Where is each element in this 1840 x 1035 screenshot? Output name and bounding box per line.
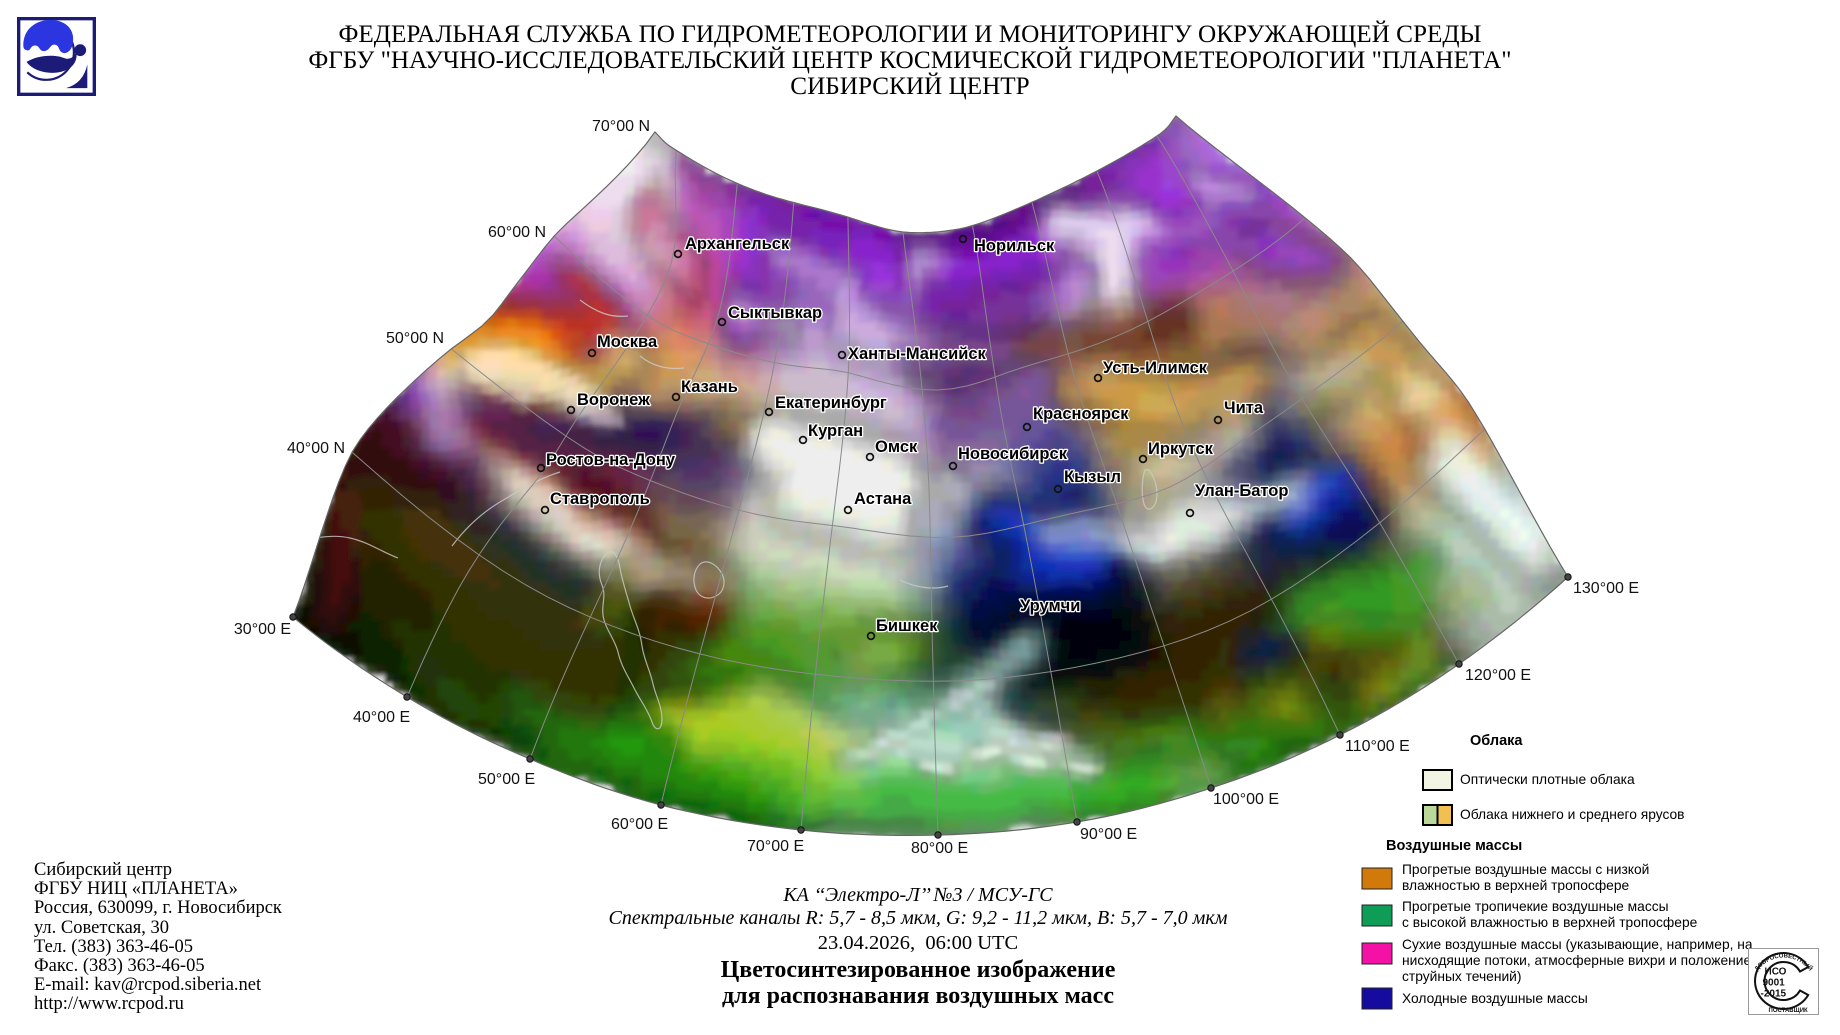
svg-text:Прогретые воздушные массы с ни: Прогретые воздушные массы с низкой [1402,862,1649,877]
svg-text:Казань: Казань [681,378,738,396]
svg-text:30°00 E: 30°00 E [234,621,291,638]
svg-text:Кызыл: Кызыл [1064,468,1121,486]
svg-text:60°00 E: 60°00 E [611,816,668,833]
svg-text:80°00 E: 80°00 E [911,840,968,857]
svg-text:40°00 N: 40°00 N [287,440,345,457]
svg-text:70°00 N: 70°00 N [592,118,650,135]
svg-text:ИСО: ИСО [1765,967,1787,978]
svg-text:с высокой влажностью в верхней: с высокой влажностью в верхней тропосфер… [1402,915,1698,930]
svg-text:Москва: Москва [597,333,658,351]
svg-text:9001: 9001 [1763,978,1786,989]
svg-text:100°00 E: 100°00 E [1213,791,1279,808]
svg-text:нисходящие потоки, атмосферные: нисходящие потоки, атмосферные вихри и п… [1402,953,1751,968]
svg-text:Екатеринбург: Екатеринбург [775,394,887,412]
svg-text:120°00 E: 120°00 E [1465,667,1531,684]
svg-text:130°00 E: 130°00 E [1573,580,1639,597]
svg-text:40°00 E: 40°00 E [353,709,410,726]
svg-text:Чита: Чита [1224,399,1264,417]
svg-text:90°00 E: 90°00 E [1080,826,1137,843]
svg-text:Архангельск: Архангельск [685,235,790,253]
svg-text:влажностью в верхней тропосфер: влажностью в верхней тропосфере [1402,878,1630,893]
svg-text:Норильск: Норильск [974,237,1055,255]
svg-text:Курган: Курган [808,422,863,440]
svg-text:струйных течений): струйных течений) [1402,969,1521,984]
svg-text:Ростов-на-Дону: Ростов-на-Дону [546,451,676,469]
svg-text:Ханты-Мансийск: Ханты-Мансийск [848,345,987,363]
svg-text:Урумчи: Урумчи [1020,597,1080,615]
svg-text:Новосибирск: Новосибирск [958,445,1068,463]
svg-text:50°00 E: 50°00 E [478,771,535,788]
svg-text:Холодные воздушные массы: Холодные воздушные массы [1402,991,1588,1006]
svg-text:Прогретые тропичекие воздушные: Прогретые тропичекие воздушные массы [1402,899,1669,914]
svg-text:Красноярск: Красноярск [1033,405,1129,423]
svg-text:-2015: -2015 [1761,989,1787,1000]
svg-text:Астана: Астана [854,490,912,508]
svg-text:Омск: Омск [875,438,918,456]
svg-text:Воронеж: Воронеж [577,391,650,409]
svg-text:Облака: Облака [1470,733,1523,749]
svg-text:Сыктывкар: Сыктывкар [728,304,822,322]
svg-text:50°00 N: 50°00 N [386,330,444,347]
svg-text:Иркутск: Иркутск [1148,440,1214,458]
svg-text:Усть-Илимск: Усть-Илимск [1103,359,1208,377]
svg-text:Оптически плотные облака: Оптически плотные облака [1460,772,1635,787]
svg-text:Сухие воздушные массы (указыва: Сухие воздушные массы (указывающие, напр… [1402,937,1753,952]
svg-text:Улан-Батор: Улан-Батор [1195,482,1288,500]
svg-text:Ставрополь: Ставрополь [550,490,650,508]
svg-text:Облака нижнего и среднего ярус: Облака нижнего и среднего ярусов [1460,807,1685,822]
svg-text:ПОСТАВЩИК: ПОСТАВЩИК [1769,1008,1809,1014]
svg-text:Бишкек: Бишкек [876,617,938,635]
svg-text:70°00 E: 70°00 E [747,838,804,855]
svg-text:Воздушные массы: Воздушные массы [1386,838,1522,854]
svg-text:110°00 E: 110°00 E [1345,738,1410,755]
svg-text:60°00 N: 60°00 N [488,224,546,241]
